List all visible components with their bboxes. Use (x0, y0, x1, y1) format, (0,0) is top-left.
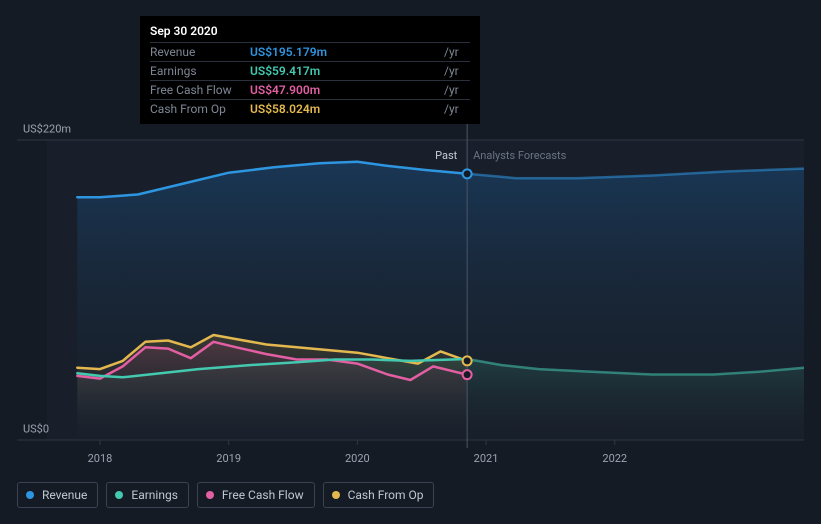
chart-tooltip: Sep 30 2020 RevenueUS$195.179m/yrEarning… (140, 16, 480, 124)
legend-item-earnings[interactable]: Earnings (106, 482, 189, 508)
legend-dot-icon (206, 491, 214, 499)
x-axis-label: 2020 (345, 452, 370, 465)
y-axis-label: US$0 (23, 423, 49, 436)
legend-label: Free Cash Flow (222, 488, 304, 502)
legend-label: Cash From Op (348, 488, 424, 502)
tooltip-row-unit: /yr (440, 81, 470, 100)
legend-dot-icon (26, 491, 34, 499)
x-axis-label: 2019 (216, 452, 241, 465)
tooltip-row-unit: /yr (440, 100, 470, 119)
tooltip-row-value: US$47.900m (250, 81, 440, 100)
legend-label: Earnings (131, 488, 178, 502)
tooltip-row-unit: /yr (440, 62, 470, 81)
legend-item-fcf[interactable]: Free Cash Flow (197, 482, 315, 508)
x-axis-label: 2021 (474, 452, 499, 465)
tooltip-row: Cash From OpUS$58.024m/yr (150, 100, 470, 119)
tooltip-row: Free Cash FlowUS$47.900m/yr (150, 81, 470, 100)
x-axis-label: 2018 (88, 452, 113, 465)
legend-dot-icon (332, 491, 340, 499)
tooltip-row-unit: /yr (440, 43, 470, 62)
tooltip-row-label: Earnings (150, 62, 250, 81)
tooltip-row-value: US$58.024m (250, 100, 440, 119)
x-axis-label: 2022 (602, 452, 627, 465)
forecast-label: Analysts Forecasts (473, 149, 566, 162)
legend-label: Revenue (42, 488, 87, 502)
y-axis-label: US$220m (23, 123, 71, 136)
tooltip-row-value: US$195.179m (250, 43, 440, 62)
legend-dot-icon (115, 491, 123, 499)
tooltip-row-value: US$59.417m (250, 62, 440, 81)
past-label: Past (435, 149, 457, 162)
tooltip-table: RevenueUS$195.179m/yrEarningsUS$59.417m/… (150, 42, 470, 118)
tooltip-date: Sep 30 2020 (150, 22, 470, 42)
tooltip-row-label: Cash From Op (150, 100, 250, 119)
legend-item-revenue[interactable]: Revenue (17, 482, 98, 508)
tooltip-row: EarningsUS$59.417m/yr (150, 62, 470, 81)
legend-item-cash_op[interactable]: Cash From Op (323, 482, 435, 508)
earnings-revenue-chart: US$220mUS$020182019202020212022PastAnaly… (17, 120, 804, 460)
chart-legend: Revenue Earnings Free Cash Flow Cash From O… (17, 482, 434, 508)
tooltip-row-label: Free Cash Flow (150, 81, 250, 100)
tooltip-row: RevenueUS$195.179m/yr (150, 43, 470, 62)
tooltip-row-label: Revenue (150, 43, 250, 62)
